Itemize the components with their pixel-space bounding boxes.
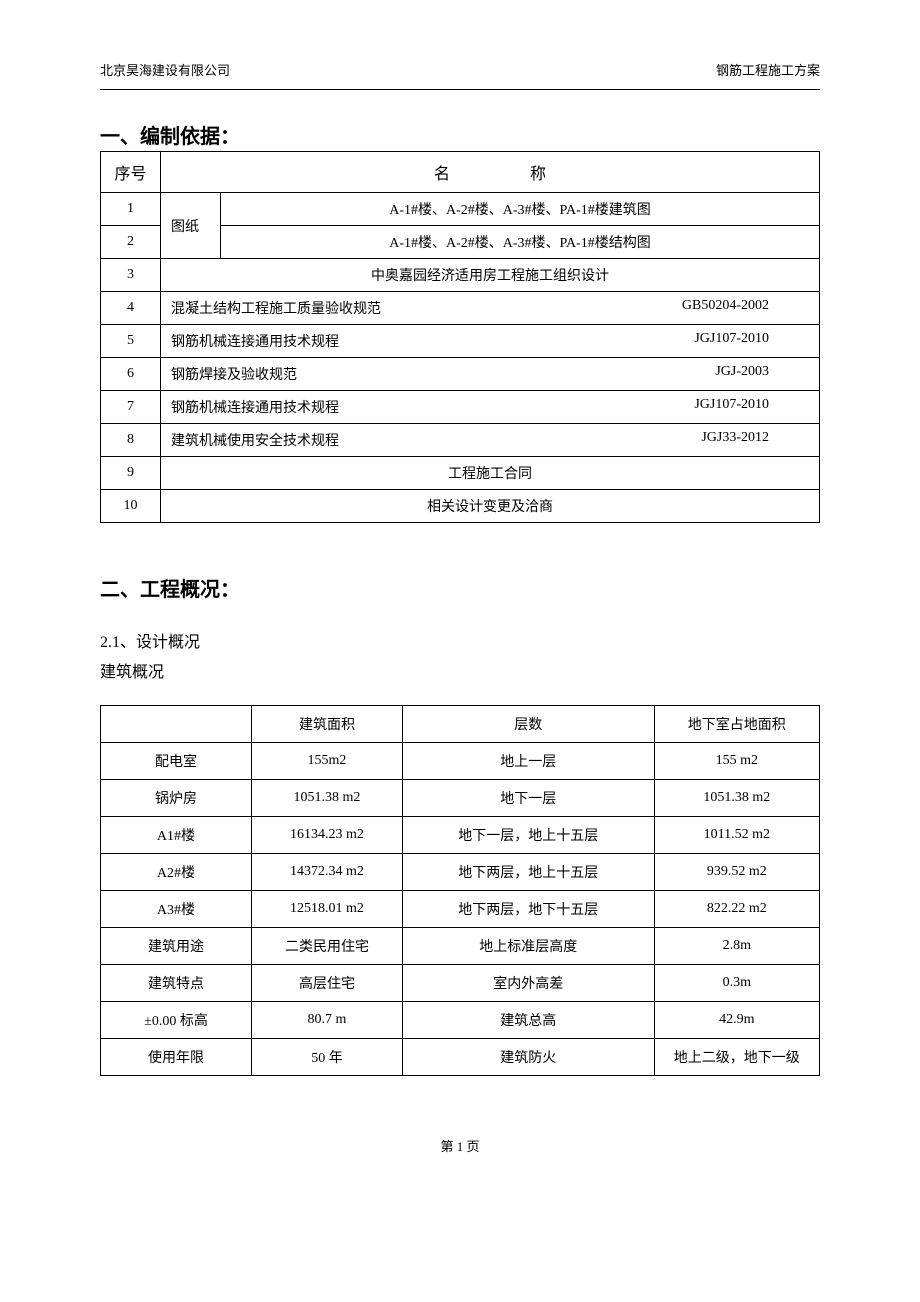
- table-row-content: 工程施工合同: [161, 457, 820, 490]
- table-cell: 地上标准层高度: [402, 928, 654, 965]
- table-cell: 地下一层: [402, 780, 654, 817]
- table-row-num: 5: [101, 325, 161, 358]
- table-row-content: 中奥嘉园经济适用房工程施工组织设计: [161, 259, 820, 292]
- table-row-content: A-1#楼、A-2#楼、A-3#楼、PA-1#楼结构图: [221, 226, 820, 259]
- drawing-label: 图纸: [161, 193, 221, 259]
- page-footer: 第 1 页: [100, 1136, 820, 1155]
- table-row-spec: 混凝土结构工程施工质量验收规范 GB50204-2002: [161, 292, 820, 325]
- table-cell: 建筑防火: [402, 1039, 654, 1076]
- t2-header-3: 层数: [402, 706, 654, 743]
- table-cell: 建筑用途: [101, 928, 252, 965]
- table-cell: 50 年: [251, 1039, 402, 1076]
- table-row-spec: 钢筋机械连接通用技术规程 JGJ107-2010: [161, 391, 820, 424]
- table-cell: 2.8m: [654, 928, 819, 965]
- table-cell: A1#楼: [101, 817, 252, 854]
- t2-header-2: 建筑面积: [251, 706, 402, 743]
- table-cell: 高层住宅: [251, 965, 402, 1002]
- table-cell: ±0.00 标高: [101, 1002, 252, 1039]
- table-row-content: 相关设计变更及洽商: [161, 490, 820, 523]
- section2-sub2: 建筑概况: [100, 660, 820, 686]
- table-cell: 1051.38 m2: [251, 780, 402, 817]
- header-left: 北京昊海建设有限公司: [100, 60, 230, 79]
- table-cell: 室内外高差: [402, 965, 654, 1002]
- table-cell: A3#楼: [101, 891, 252, 928]
- table-row-num: 8: [101, 424, 161, 457]
- table-cell: A2#楼: [101, 854, 252, 891]
- spec-code: JGJ-2003: [715, 364, 769, 380]
- spec-code: GB50204-2002: [682, 298, 769, 314]
- spec-name: 钢筋机械连接通用技术规程: [171, 331, 339, 351]
- table-cell: 155 m2: [654, 743, 819, 780]
- table-cell: 地上一层: [402, 743, 654, 780]
- table-row-num: 4: [101, 292, 161, 325]
- table-cell: 822.22 m2: [654, 891, 819, 928]
- table-cell: 12518.01 m2: [251, 891, 402, 928]
- table-cell: 配电室: [101, 743, 252, 780]
- table-cell: 建筑总高: [402, 1002, 654, 1039]
- spec-code: JGJ107-2010: [694, 331, 769, 347]
- table-row-spec: 钢筋焊接及验收规范 JGJ-2003: [161, 358, 820, 391]
- table-cell: 锅炉房: [101, 780, 252, 817]
- table-row-num: 9: [101, 457, 161, 490]
- page-header: 北京昊海建设有限公司 钢筋工程施工方案: [100, 60, 820, 79]
- table-cell: 二类民用住宅: [251, 928, 402, 965]
- table-row-num: 7: [101, 391, 161, 424]
- table-cell: 地下两层，地上十五层: [402, 854, 654, 891]
- table-cell: 地下两层，地下十五层: [402, 891, 654, 928]
- table-cell: 14372.34 m2: [251, 854, 402, 891]
- table-row-num: 10: [101, 490, 161, 523]
- table-cell: 使用年限: [101, 1039, 252, 1076]
- spec-name: 建筑机械使用安全技术规程: [171, 430, 339, 450]
- table-row-num: 6: [101, 358, 161, 391]
- table-row-spec: 建筑机械使用安全技术规程 JGJ33-2012: [161, 424, 820, 457]
- basis-table: 序号 名 称 1图纸A-1#楼、A-2#楼、A-3#楼、PA-1#楼建筑图 2 A-…: [100, 151, 820, 523]
- table-cell: 0.3m: [654, 965, 819, 1002]
- table-cell: 建筑特点: [101, 965, 252, 1002]
- header-right: 钢筋工程施工方案: [716, 60, 820, 79]
- spec-code: JGJ107-2010: [694, 397, 769, 413]
- table-cell: 42.9m: [654, 1002, 819, 1039]
- table-cell: 1011.52 m2: [654, 817, 819, 854]
- t2-header-4: 地下室占地面积: [654, 706, 819, 743]
- table-cell: 地上二级，地下一级: [654, 1039, 819, 1076]
- spec-code: JGJ33-2012: [701, 430, 769, 446]
- header-divider: [100, 89, 820, 90]
- spec-name: 钢筋机械连接通用技术规程: [171, 397, 339, 417]
- table-row-num: 2: [101, 226, 161, 259]
- col-header-num: 序号: [101, 152, 161, 193]
- table-row-num: 3: [101, 259, 161, 292]
- table-cell: 1051.38 m2: [654, 780, 819, 817]
- table-cell: 80.7 m: [251, 1002, 402, 1039]
- table-cell: 地下一层，地上十五层: [402, 817, 654, 854]
- table-cell: 939.52 m2: [654, 854, 819, 891]
- spec-name: 钢筋焊接及验收规范: [171, 364, 297, 384]
- col-header-name: 名 称: [161, 152, 820, 193]
- table-row-spec: 钢筋机械连接通用技术规程 JGJ107-2010: [161, 325, 820, 358]
- table-row-num: 1: [101, 193, 161, 226]
- t2-header-1: [101, 706, 252, 743]
- table-cell: 155m2: [251, 743, 402, 780]
- spec-name: 混凝土结构工程施工质量验收规范: [171, 298, 381, 318]
- section2-title: 二、工程概况：: [100, 573, 820, 602]
- overview-table: 建筑面积 层数 地下室占地面积 配电室155m2地上一层155 m2锅炉房105…: [100, 705, 820, 1076]
- table-row-content: A-1#楼、A-2#楼、A-3#楼、PA-1#楼建筑图: [221, 193, 820, 226]
- table-cell: 16134.23 m2: [251, 817, 402, 854]
- section1-title: 一、编制依据：: [100, 120, 820, 149]
- section2-sub1: 2.1、设计概况: [100, 630, 820, 656]
